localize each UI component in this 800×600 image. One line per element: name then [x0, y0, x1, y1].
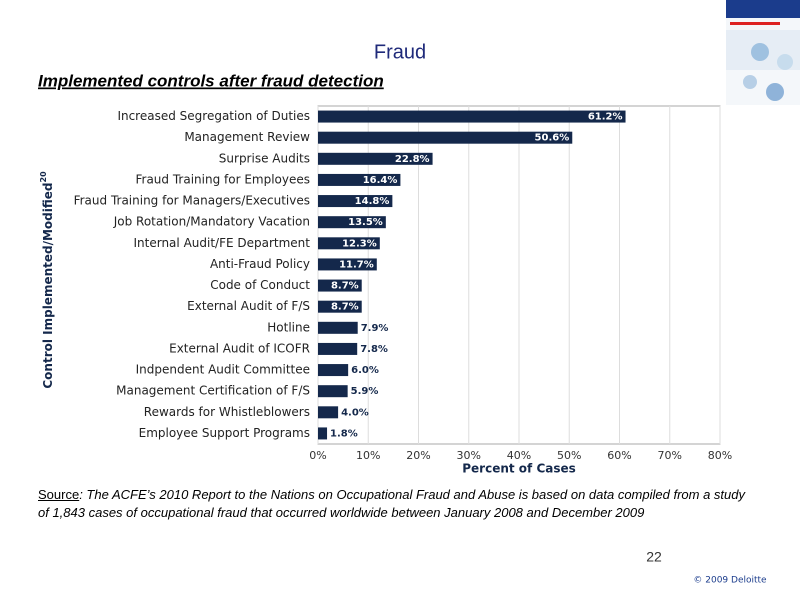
value-label: 14.8%	[355, 196, 390, 207]
y-tick-label: Management Certification of F/S	[116, 384, 310, 398]
y-tick-label: Hotline	[267, 320, 310, 334]
bar	[318, 195, 393, 208]
value-label: 7.9%	[361, 323, 389, 334]
bar	[318, 342, 358, 355]
bar	[318, 216, 386, 229]
bar	[318, 131, 573, 144]
value-label: 22.8%	[395, 154, 430, 165]
x-tick-label: 20%	[406, 449, 430, 462]
y-tick-label: External Audit of ICOFR	[169, 341, 310, 355]
y-tick-label: Fraud Training for Employees	[135, 172, 310, 186]
value-label: 5.9%	[351, 386, 379, 397]
value-label: 13.5%	[348, 217, 383, 228]
value-label: 6.0%	[351, 365, 379, 376]
value-label: 7.8%	[360, 344, 388, 355]
x-tick-label: 60%	[607, 449, 631, 462]
y-tick-label: Internal Audit/FE Department	[134, 236, 311, 250]
value-label: 4.0%	[341, 407, 369, 418]
y-tick-label: Employee Support Programs	[139, 426, 310, 440]
bar	[318, 279, 362, 292]
y-tick-label: Increased Segregation of Duties	[117, 109, 310, 123]
value-label: 12.3%	[342, 238, 377, 249]
value-label: 61.2%	[588, 112, 623, 123]
value-label: 11.7%	[339, 259, 374, 270]
bar	[318, 173, 401, 186]
x-tick-label: 80%	[708, 449, 732, 462]
y-tick-label: Anti-Fraud Policy	[210, 257, 310, 271]
y-tick-label: Rewards for Whistleblowers	[144, 405, 310, 419]
y-tick-label: External Audit of F/S	[187, 299, 310, 313]
y-tick-label: Fraud Training for Managers/Executives	[74, 194, 310, 208]
bar	[318, 110, 626, 123]
value-label: 16.4%	[363, 175, 398, 186]
value-label: 1.8%	[330, 428, 358, 439]
value-label: 8.7%	[331, 302, 359, 313]
x-tick-label: 0%	[309, 449, 326, 462]
x-tick-label: 40%	[507, 449, 531, 462]
y-axis-label: Control Implemented/Modified20	[39, 171, 55, 389]
y-tick-label: Indpendent Audit Committee	[136, 363, 310, 377]
y-axis-label-note: 20	[39, 171, 48, 183]
bar	[318, 152, 433, 165]
y-tick-label: Surprise Audits	[219, 151, 310, 165]
x-tick-label: 50%	[557, 449, 581, 462]
bar	[318, 258, 377, 271]
x-tick-label: 10%	[356, 449, 380, 462]
value-label: 8.7%	[331, 281, 359, 292]
copyright: © 2009 Deloitte	[693, 576, 767, 586]
x-tick-label: 30%	[457, 449, 481, 462]
y-tick-label: Code of Conduct	[210, 278, 310, 292]
value-label: 50.6%	[535, 133, 570, 144]
slide-subtitle: Implemented controls after fraud detecti…	[38, 71, 384, 90]
slide-title: Fraud	[374, 41, 426, 63]
bar	[318, 427, 328, 440]
thumbnail	[726, 0, 800, 105]
source-note: Source: The ACFE’s 2010 Report to the Na…	[38, 486, 750, 522]
y-axis-label-text: Control Implemented/Modified	[41, 183, 55, 389]
x-tick-label: 70%	[658, 449, 682, 462]
page-number: 22	[646, 549, 662, 565]
bar	[318, 364, 349, 377]
source-label: Source	[38, 487, 80, 502]
bar	[318, 237, 380, 250]
bar	[318, 406, 339, 419]
source-text: : The ACFE’s 2010 Report to the Nations …	[38, 487, 745, 520]
y-tick-label: Management Review	[184, 130, 310, 144]
bar	[318, 385, 348, 398]
bar	[318, 300, 362, 313]
bar	[318, 321, 358, 334]
y-tick-label: Job Rotation/Mandatory Vacation	[113, 215, 310, 229]
x-axis-label: Percent of Cases	[462, 462, 576, 476]
